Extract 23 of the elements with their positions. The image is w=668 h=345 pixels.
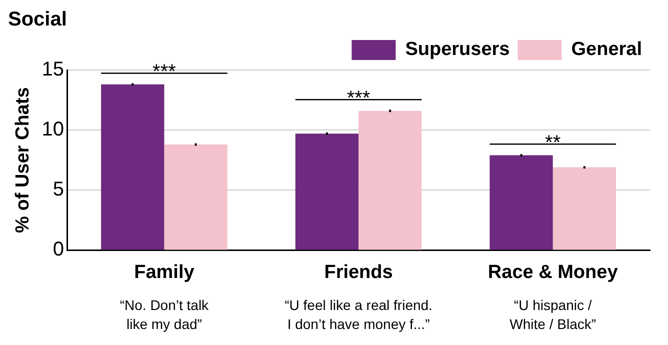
y-tick-label: 15 [42, 58, 64, 81]
y-tick-label: 10 [42, 118, 64, 141]
text: “U hispanic / White / Black” [510, 296, 596, 332]
bar [295, 134, 359, 250]
chart-title: Social [8, 8, 67, 31]
x-tick-label: Friends [324, 262, 393, 283]
legend-label: Superusers [405, 39, 510, 60]
y-axis-title: % of User Chats [12, 87, 34, 233]
bar [164, 144, 228, 250]
legend-label: General [571, 39, 642, 60]
x-tick-label: Race & Money [488, 262, 618, 283]
annotation: *** [346, 88, 370, 110]
y-tick-label: 5 [52, 178, 64, 201]
bar [490, 155, 553, 250]
y-tick-label: 0 [52, 238, 64, 261]
bar [358, 110, 422, 250]
annotation: ** [545, 132, 561, 154]
bar [552, 167, 616, 250]
annotation: *** [152, 61, 176, 84]
x-tick-label: Family [134, 262, 195, 283]
text: “No. Don’t talk like my dad” [120, 296, 210, 332]
text: “U feel like a real friend. I don’t have money f...” [284, 296, 432, 332]
bar [101, 84, 164, 250]
